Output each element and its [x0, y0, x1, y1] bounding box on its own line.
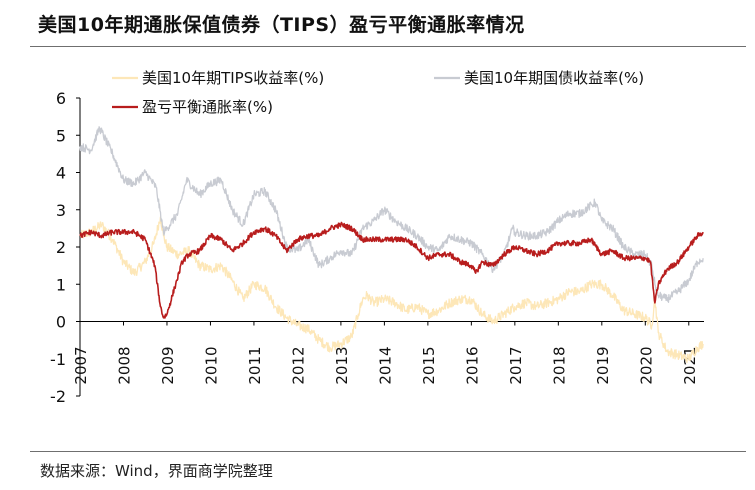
x-tick-label: 2015: [420, 346, 438, 384]
y-tick-label: 0: [56, 313, 66, 332]
x-tick-label: 2018: [550, 346, 568, 384]
legend-label-2: 美国10年期国债收益率(%): [464, 69, 644, 87]
series-line-2: [79, 126, 704, 303]
y-tick-label: 1: [56, 275, 66, 294]
title-rule: [30, 46, 746, 47]
y-tick-label: 4: [56, 164, 66, 183]
x-tick-label: 2008: [115, 346, 133, 384]
x-tick-label: 2017: [507, 346, 525, 384]
legend-label-3: 盈亏平衡通胀率(%): [142, 98, 273, 116]
series-line-3: [79, 221, 704, 319]
x-tick-label: 2012: [289, 346, 307, 384]
y-tick-label: 6: [56, 89, 66, 108]
x-tick-label: 2020: [637, 346, 655, 384]
legend-label-1: 美国10年期TIPS收益率(%): [142, 69, 324, 87]
x-tick-label: 2011: [246, 346, 264, 384]
y-tick-label: 3: [56, 201, 66, 220]
y-tick-label: -2: [50, 387, 66, 406]
y-tick-label: -1: [50, 350, 66, 369]
y-tick-label: 2: [56, 238, 66, 257]
series-line-1: [79, 216, 704, 364]
x-tick-label: 2013: [333, 346, 351, 384]
x-tick-label: 2016: [463, 346, 481, 384]
source-note: 数据来源：Wind，界面商学院整理: [40, 462, 273, 480]
x-tick-label: 2014: [376, 346, 394, 384]
y-tick-label: 5: [56, 126, 66, 145]
source-rule: [30, 451, 746, 452]
x-tick-label: 2009: [159, 346, 177, 384]
x-tick-label: 2007: [72, 346, 90, 384]
x-tick-label: 2019: [594, 346, 612, 384]
page-title: 美国10年期通胀保值债券（TIPS）盈亏平衡通胀率情况: [38, 14, 525, 36]
x-tick-label: 2010: [202, 346, 220, 384]
